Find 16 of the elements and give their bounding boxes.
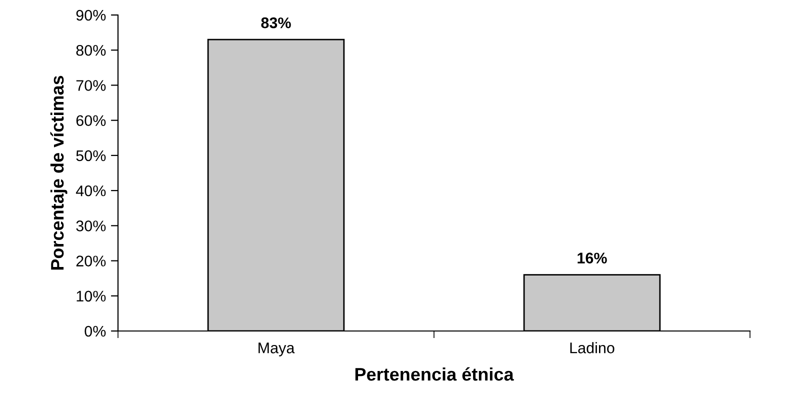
y-tick-label: 60%	[76, 115, 106, 126]
y-tick-label: 90%	[76, 10, 106, 21]
x-tick-label: Ladino	[570, 342, 614, 354]
x-axis-title: Pertenencia étnica	[355, 367, 514, 381]
data-label: 16%	[578, 252, 607, 264]
y-tick-label: 70%	[76, 80, 106, 91]
y-tick-label: 0%	[84, 326, 106, 337]
y-axis-title: Porcentaje de víctimas	[50, 76, 68, 270]
x-tick-label: Maya	[258, 342, 295, 356]
y-tick-label: 10%	[76, 290, 106, 302]
y-tick-label: 80%	[76, 44, 106, 56]
y-tick-label: 40%	[76, 185, 106, 196]
y-tick-label: 20%	[76, 256, 106, 266]
y-tick-label: 50%	[76, 150, 106, 162]
data-label: 83%	[261, 17, 291, 28]
y-tick-label: 30%	[76, 220, 106, 232]
